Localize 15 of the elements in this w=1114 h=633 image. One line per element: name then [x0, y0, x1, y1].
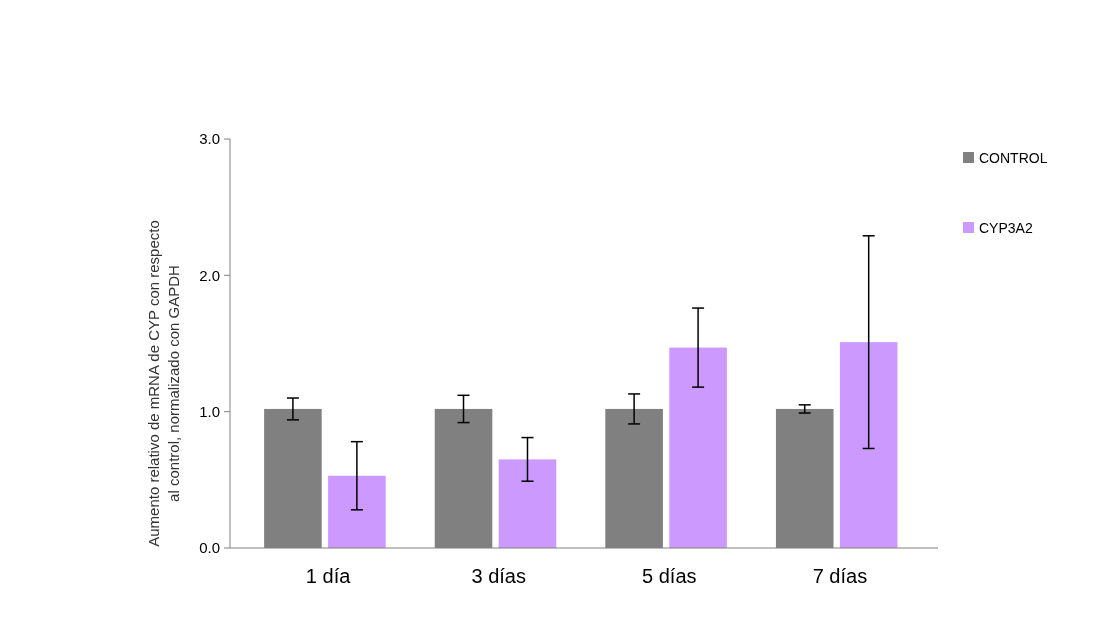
y-tick-label: 3.0: [199, 130, 220, 148]
y-tick-label: 2.0: [199, 266, 220, 284]
y-axis-title: Aumento relativo de mRNA de CYP con respecto al control, normalizado con GAPDH: [145, 220, 182, 547]
bar: [328, 475, 386, 548]
x-tick-label: 5 días: [642, 565, 697, 587]
x-tick-label: 3 días: [471, 565, 526, 587]
bar: [498, 459, 557, 548]
bar: [839, 342, 898, 548]
x-tick-label: 1 día: [305, 565, 352, 587]
bar: [669, 347, 727, 548]
x-tick-label: 7 días: [812, 565, 868, 587]
legend-label: CONTROL: [979, 149, 1048, 166]
y-tick-label: 1.0: [199, 402, 220, 420]
legend-label: CYP3A2: [979, 219, 1033, 236]
y-tick-label: 0.0: [199, 539, 220, 557]
